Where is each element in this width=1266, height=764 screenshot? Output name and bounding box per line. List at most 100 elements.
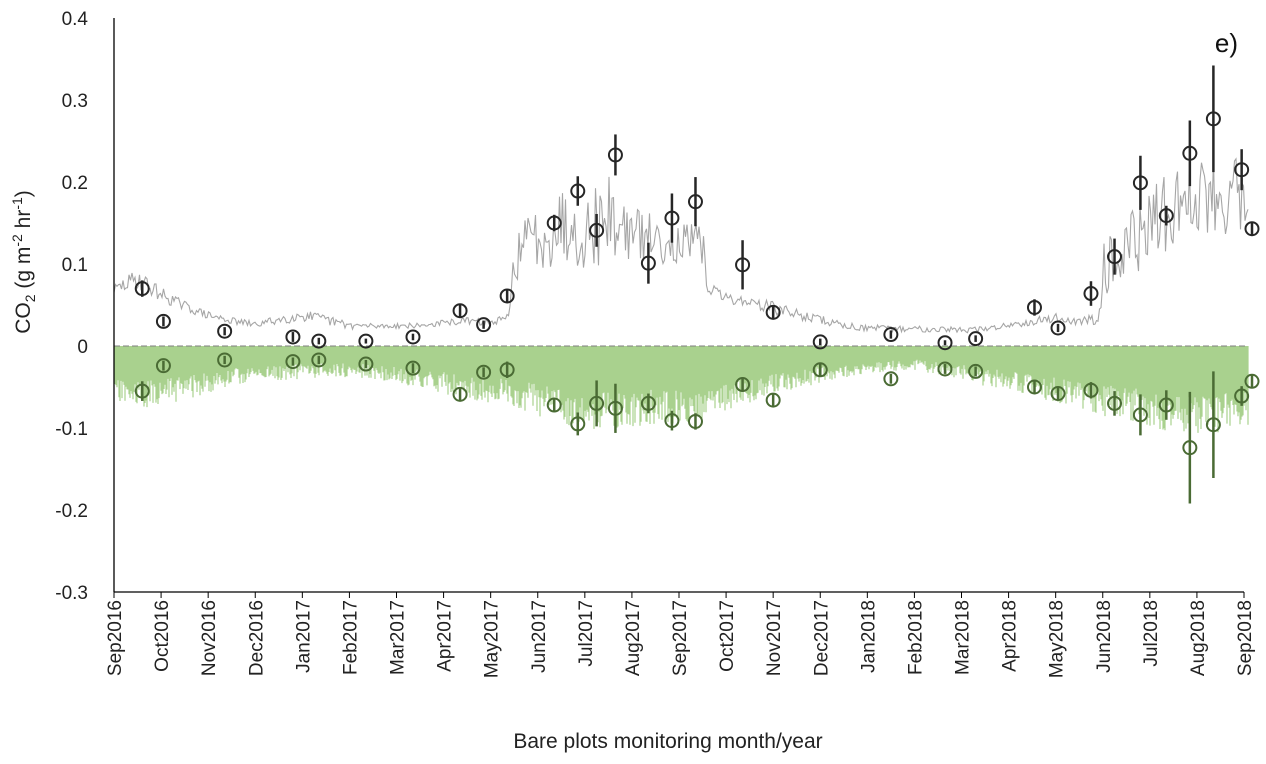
- observed-uptake-point: [883, 371, 899, 387]
- observed-emission-point: [358, 333, 374, 349]
- x-tick-label: Jun2017: [529, 600, 550, 673]
- observed-emission-point: [134, 280, 150, 297]
- observed-uptake-point: [476, 364, 492, 380]
- observed-emission-point: [546, 214, 562, 232]
- x-tick-label: Apr2018: [1000, 600, 1021, 672]
- marker: [937, 335, 953, 351]
- marker: [405, 360, 421, 376]
- marker: [476, 317, 492, 333]
- observed-emission-point: [1026, 299, 1042, 316]
- marker: [1132, 175, 1148, 191]
- x-axis-ticks: Sep2016 Oct2016 Nov2016 Dec2016 Jan2017 Feb20…: [105, 592, 1256, 678]
- marker: [735, 377, 751, 393]
- y-axis-title-sup1: -2: [9, 234, 25, 247]
- marker: [1050, 320, 1066, 336]
- observed-emission-point: [735, 240, 751, 290]
- x-axis-title: Bare plots monitoring month/year: [513, 730, 822, 753]
- marker: [812, 334, 828, 350]
- observed-uptake-points: [134, 352, 1260, 504]
- x-tick-label: Jun2018: [1094, 600, 1115, 673]
- marker: [570, 183, 586, 199]
- observed-emission-point: [1182, 120, 1198, 187]
- marker: [217, 323, 233, 339]
- observed-emission-point: [687, 177, 703, 227]
- marker: [546, 215, 562, 231]
- marker: [687, 194, 703, 210]
- marker: [1083, 382, 1099, 398]
- x-tick-label: Oct2017: [717, 600, 738, 672]
- marker: [134, 383, 150, 399]
- modeled-emission-line: [113, 157, 1249, 334]
- marker: [452, 303, 468, 319]
- marker: [1244, 221, 1260, 237]
- marker: [640, 395, 656, 411]
- observed-emission-point: [937, 335, 953, 351]
- observed-uptake-point: [1205, 371, 1221, 479]
- marker: [155, 313, 171, 329]
- marker: [968, 331, 984, 347]
- y-axis-title-main: CO: [12, 302, 35, 334]
- observed-emission-point: [1083, 281, 1099, 306]
- panel-label: e): [1215, 28, 1238, 58]
- y-axis-title: CO2 (g m-2 hr-1): [9, 190, 38, 334]
- observed-uptake-point: [1158, 390, 1174, 420]
- observed-uptake-point: [311, 352, 327, 368]
- marker: [285, 329, 301, 345]
- marker: [1234, 162, 1250, 178]
- observed-uptake-point: [937, 361, 953, 377]
- marker: [1205, 417, 1221, 433]
- observed-emission-point: [883, 327, 899, 343]
- observed-uptake-point: [735, 377, 751, 393]
- x-tick-label: Nov2016: [199, 600, 220, 676]
- observed-uptake-point: [607, 383, 623, 433]
- marker: [155, 358, 171, 374]
- observed-emission-point: [452, 303, 468, 319]
- marker: [358, 333, 374, 349]
- x-tick-label: Jul2017: [576, 600, 597, 667]
- marker: [765, 392, 781, 408]
- observed-emission-point: [1132, 155, 1148, 210]
- observed-uptake-point: [155, 358, 171, 374]
- y-tick-label: 0.1: [62, 255, 88, 276]
- marker: [1107, 395, 1123, 411]
- y-axis-title-mid: hr: [12, 210, 35, 235]
- x-tick-label: Dec2016: [246, 600, 267, 676]
- observed-uptake-point: [1244, 373, 1260, 389]
- x-tick-label: Feb2017: [340, 600, 361, 675]
- x-tick-label: Jul2018: [1141, 600, 1162, 667]
- y-axis-title-units: (g m: [12, 247, 35, 295]
- x-tick-label: Jan2017: [293, 600, 314, 673]
- x-tick-label: Feb2018: [905, 600, 926, 675]
- marker: [1182, 440, 1198, 456]
- observed-uptake-point: [664, 410, 680, 431]
- marker: [499, 362, 515, 378]
- marker: [1182, 145, 1198, 161]
- observed-uptake-point: [570, 412, 586, 436]
- modeled-uptake-band: [114, 346, 1249, 433]
- marker: [735, 257, 751, 273]
- observed-emission-point: [1244, 221, 1260, 237]
- observed-uptake-point: [285, 354, 301, 370]
- observed-emission-point: [1234, 149, 1250, 191]
- marker: [499, 288, 515, 304]
- x-tick-label: Nov2017: [764, 600, 785, 676]
- marker: [476, 364, 492, 380]
- observed-uptake-point: [812, 362, 828, 378]
- x-tick-label: Aug2017: [623, 600, 644, 676]
- observed-uptake-point: [765, 392, 781, 408]
- y-tick-label: 0.4: [62, 9, 89, 30]
- marker: [664, 210, 680, 226]
- marker: [570, 416, 586, 432]
- observed-uptake-point: [687, 413, 703, 430]
- marker: [883, 327, 899, 343]
- observed-emission-point: [476, 317, 492, 333]
- observed-emission-point: [570, 176, 586, 206]
- marker: [1026, 379, 1042, 395]
- modeled-uptake-strokes: [114, 346, 1249, 433]
- marker: [1107, 249, 1123, 265]
- marker: [1234, 388, 1250, 404]
- x-tick-label: Apr2017: [435, 600, 456, 672]
- observed-uptake-point: [499, 361, 515, 378]
- observed-emission-point: [155, 313, 171, 329]
